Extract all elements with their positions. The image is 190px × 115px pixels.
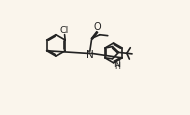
Text: H: H	[114, 61, 120, 70]
Text: N: N	[86, 49, 94, 59]
Text: Cl: Cl	[60, 26, 69, 35]
Text: O: O	[93, 21, 101, 31]
Text: N: N	[113, 60, 120, 69]
